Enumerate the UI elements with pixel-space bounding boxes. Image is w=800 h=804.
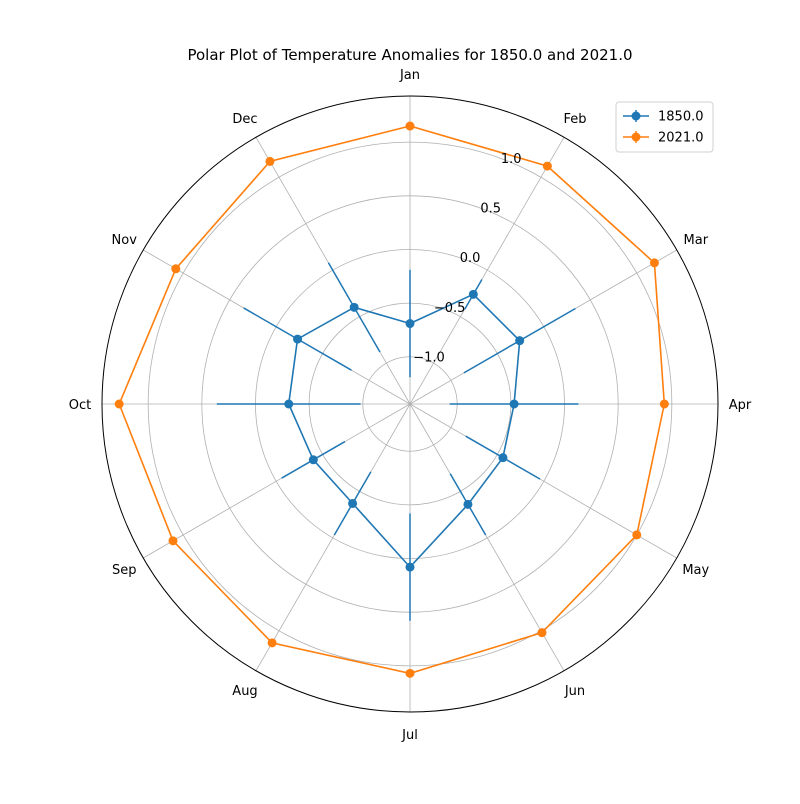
spoke-gridline: [409, 403, 565, 671]
spoke-gridline: [255, 403, 411, 671]
month-tick-label: Nov: [112, 233, 138, 248]
data-point: [405, 319, 415, 329]
legend-box: [615, 101, 714, 153]
data-point: [468, 289, 478, 299]
month-tick-label: Jan: [399, 68, 420, 83]
month-tick-label: Jun: [564, 684, 585, 699]
data-point: [405, 668, 415, 678]
month-tick-label: Aug: [232, 684, 257, 699]
radial-tick-label: −1.0: [413, 350, 445, 365]
data-point: [498, 453, 508, 463]
month-tick-label: Dec: [232, 112, 257, 127]
series-0: [216, 262, 579, 621]
data-point: [405, 121, 415, 131]
data-point: [632, 530, 642, 540]
legend-label: 1850.0: [658, 110, 704, 125]
month-tick-label: Apr: [729, 398, 752, 413]
month-tick-label: Sep: [112, 563, 137, 578]
series-1: [114, 121, 669, 678]
month-tick-label: Jul: [401, 728, 418, 743]
polar-frame: [101, 95, 719, 713]
chart-title: Polar Plot of Temperature Anomalies for …: [187, 46, 632, 64]
data-point: [649, 258, 659, 268]
data-point: [284, 399, 294, 409]
month-tick-label: May: [682, 563, 709, 578]
data-point: [349, 302, 359, 312]
data-point: [293, 334, 303, 344]
data-point: [308, 455, 318, 465]
legend: 1850.0 2021.0: [615, 101, 714, 153]
data-point: [509, 399, 519, 409]
data-point: [463, 499, 473, 509]
data-point: [348, 498, 358, 508]
spoke-gridline: [409, 137, 565, 405]
data-point: [168, 536, 178, 546]
radial-tick-label: 0.5: [480, 202, 501, 217]
data-point: [171, 264, 181, 274]
data-point: [114, 399, 124, 409]
data-point: [265, 156, 275, 166]
axis-labels: Jan Feb Mar Apr May Jun Jul Aug Sep Oct Nov Dec −1.0…: [69, 68, 752, 743]
series-layer: [114, 121, 669, 678]
ring-gridline: [147, 141, 673, 667]
radial-tick-label: −0.5: [434, 301, 466, 316]
data-point: [537, 628, 547, 638]
legend-marker: [631, 111, 641, 121]
data-point: [659, 399, 669, 409]
month-tick-label: Mar: [684, 233, 709, 248]
data-point: [267, 638, 277, 648]
radial-tick-label: 0.0: [460, 251, 481, 266]
data-point: [405, 562, 415, 572]
series-line: [118, 125, 666, 675]
spoke-gridline: [409, 403, 677, 559]
data-point: [542, 161, 552, 171]
month-tick-label: Feb: [563, 112, 586, 127]
series-line: [287, 293, 521, 569]
legend-label: 2021.0: [658, 131, 704, 146]
radial-tick-label: 1.0: [501, 152, 522, 167]
month-tick-label: Oct: [69, 398, 91, 413]
legend-marker: [631, 132, 641, 142]
spoke-gridline: [143, 403, 411, 559]
data-point: [515, 336, 525, 346]
